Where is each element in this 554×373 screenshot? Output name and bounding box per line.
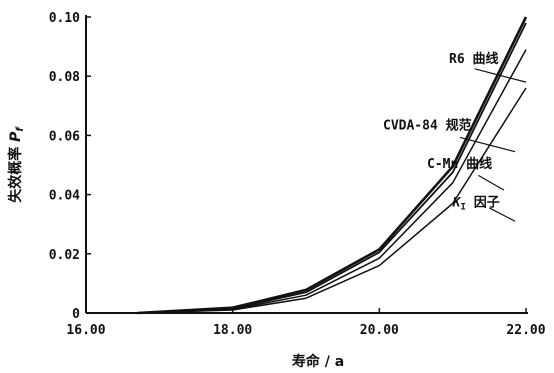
x-tick-label: 18.00: [213, 323, 252, 338]
y-tick-label: 0.04: [49, 189, 80, 204]
annotation-leader-line: [459, 136, 516, 153]
x-tick-label: 16.00: [66, 323, 105, 338]
annotation-label: R6 曲线: [449, 51, 498, 67]
x-tick-label: 20.00: [360, 323, 399, 338]
annotation-leader-line: [478, 174, 505, 191]
x-axis-title: 寿命 / a: [292, 353, 344, 370]
y-tick-label: 0.08: [49, 70, 80, 85]
series-annotations: R6 曲线 CVDA-84 规范 C-Mn 曲线 KI 因子: [383, 51, 527, 222]
annotation-label: C-Mn 曲线: [427, 156, 492, 172]
y-tick-label: 0: [72, 307, 80, 322]
annotation-label: CVDA-84 规范: [383, 117, 472, 133]
series-line: [137, 49, 527, 314]
y-tick-label: 0.06: [49, 129, 80, 144]
annotation-label: KI 因子: [452, 195, 500, 212]
x-tick-label: 22.00: [506, 323, 545, 338]
annotation-leader-line: [474, 68, 527, 83]
series-line: [137, 87, 527, 314]
annotation-leader-line: [489, 207, 516, 222]
y-tick-label: 0.10: [49, 11, 80, 26]
y-axis-title: 失效概率 Pf: [7, 126, 26, 203]
series-lines: [137, 16, 528, 315]
y-tick-label: 0.02: [49, 248, 80, 263]
